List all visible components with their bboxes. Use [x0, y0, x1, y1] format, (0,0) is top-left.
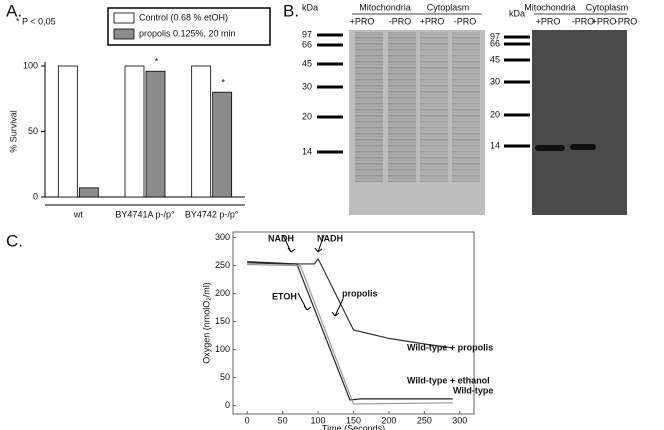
marker-label: 97: [302, 29, 312, 39]
annotation-arrow: [297, 292, 312, 311]
marker-label: 14: [302, 146, 312, 156]
series-label: Wild-type: [453, 385, 493, 395]
gel-lane: [388, 32, 416, 182]
lane-label: +PRO: [350, 16, 375, 26]
note: * P < 0,05: [16, 16, 56, 26]
gel-group: Cytoplasm: [427, 2, 470, 12]
gel-lane: [355, 32, 383, 182]
lane-label: +PRO: [420, 16, 445, 26]
gel-group: Cytoplasm: [586, 2, 629, 12]
series-label: Wild-type + ethanol: [407, 375, 490, 385]
annotation-arrow: [282, 234, 296, 253]
lane-label: -PRO: [454, 16, 477, 26]
panel-label: A.: [6, 1, 22, 20]
annotation-arrow: [314, 234, 325, 253]
lane-label: +PRO: [536, 16, 561, 26]
plot-frame: [232, 231, 475, 415]
y-axis-label: % Survival: [8, 110, 18, 153]
bar: [212, 91, 233, 198]
marker-label: 30: [302, 81, 312, 91]
x-tick-label: BY4741A p-/p°: [115, 209, 175, 219]
gel-group: Mitochondria: [524, 2, 576, 12]
data-line: [247, 261, 453, 401]
x-tick-label: 150: [346, 415, 361, 425]
lane-label: +PRO: [592, 16, 617, 26]
lane-label: -PRO: [572, 16, 595, 26]
legend-box: [107, 7, 271, 46]
x-tick-label: 100: [311, 415, 326, 425]
x-tick-label: 300: [452, 415, 467, 425]
annotation: propolis: [342, 288, 378, 298]
marker-label: 30: [490, 76, 500, 86]
annotation: NADH: [268, 233, 294, 243]
marker-label: 97: [490, 31, 500, 41]
x-tick-label: 0: [245, 415, 250, 425]
bar: [191, 65, 212, 198]
x-tick-label: 50: [278, 415, 288, 425]
gel-band: [570, 144, 596, 150]
lane-label: -PRO: [389, 16, 412, 26]
y-tick-label: 50: [220, 372, 230, 382]
y-tick-label: 250: [215, 260, 230, 270]
marker-label: 14: [490, 140, 500, 150]
y-tick-label: 300: [215, 232, 230, 242]
marker-label: 66: [490, 38, 500, 48]
y-tick-label: 50: [28, 126, 38, 136]
y-axis-label: Oxygen (nmolO₂/ml): [201, 282, 211, 364]
bar: [78, 187, 99, 198]
bar: [57, 65, 78, 198]
marker-label: 66: [302, 39, 312, 49]
data-line: [247, 257, 453, 349]
panel-label: B.: [283, 1, 299, 20]
x-tick-label: wt: [73, 209, 83, 219]
gel-lane: [420, 32, 448, 182]
x-axis-label: Time (Seconds): [322, 423, 385, 430]
annotation-arrow: [331, 298, 344, 317]
marker-label: 45: [302, 58, 312, 68]
marker-label: 20: [302, 111, 312, 121]
annotation: NADH: [317, 233, 343, 243]
series-label: Wild-type + propolis: [407, 342, 493, 352]
annotation: ETOH: [272, 291, 297, 301]
y-tick-label: 0: [225, 400, 230, 410]
y-tick-label: 200: [215, 288, 230, 298]
lane-label: -PRO: [615, 16, 638, 26]
y-tick-label: 100: [215, 344, 230, 354]
bar: [124, 65, 145, 198]
legend-swatch: [113, 28, 135, 40]
marker-label: 45: [490, 54, 500, 64]
unit-label: kDa: [509, 8, 525, 18]
legend-label: Control (0.68 % etOH): [139, 12, 228, 22]
unit-label: kDa: [302, 2, 318, 12]
panel-label: C.: [6, 231, 23, 250]
gel-lane: [452, 32, 480, 182]
gel-band: [535, 145, 565, 151]
significance-mark: *: [221, 78, 225, 88]
legend-swatch: [113, 12, 135, 24]
marker-label: 20: [490, 109, 500, 119]
data-line: [247, 263, 453, 405]
x-tick-label: BY4742 p-/p°: [185, 209, 239, 219]
significance-mark: *: [155, 57, 159, 67]
gel: [532, 30, 627, 215]
x-tick-label: 250: [417, 415, 432, 425]
y-tick-label: 100: [23, 60, 38, 70]
x-tick-label: 200: [381, 415, 396, 425]
y-tick-label: 0: [33, 191, 38, 201]
bar: [145, 70, 166, 198]
legend-label: propolis 0.125%, 20 min: [139, 28, 236, 38]
gel-group: Mitochondria: [359, 2, 411, 12]
y-tick-label: 150: [215, 316, 230, 326]
